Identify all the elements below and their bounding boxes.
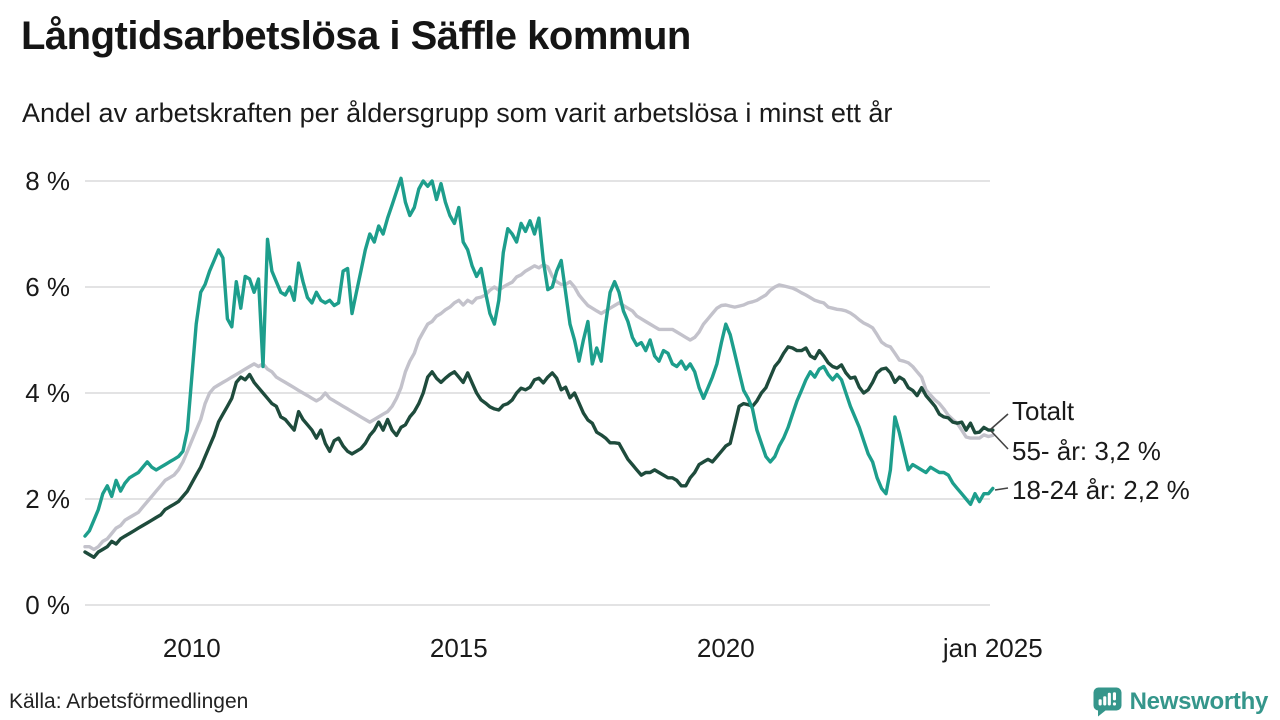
annotation-connector [990, 413, 1009, 430]
y-axis-tick-label: 2 % [25, 484, 70, 514]
annotation-55-ar: 55- år: 3,2 % [1012, 436, 1161, 466]
page-title: Långtidsarbetslösa i Säffle kommun [21, 14, 691, 58]
series-line-totalt [83, 345, 995, 559]
y-axis-tick-label: 4 % [25, 378, 70, 408]
annotation-totalt: Totalt [1012, 396, 1075, 426]
newsworthy-logo: Newsworthy [1092, 686, 1268, 717]
newsworthy-wordmark: Newsworthy [1129, 687, 1269, 715]
x-axis-tick-label: jan 2025 [942, 633, 1043, 663]
x-axis-tick-label: 2020 [697, 633, 755, 663]
source-note: Källa: Arbetsförmedlingen [9, 690, 249, 713]
y-axis-tick-label: 8 % [25, 166, 70, 196]
y-axis-tick-label: 6 % [25, 272, 70, 302]
chart-subtitle: Andel av arbetskraften per åldersgrupp s… [22, 98, 893, 128]
x-axis-tick-label: 2010 [163, 633, 221, 663]
series-line-18-24-r [83, 176, 995, 538]
x-axis-tick-label: 2015 [430, 633, 488, 663]
y-axis-tick-label: 0 % [25, 590, 70, 620]
annotation-connector [990, 430, 1009, 450]
annotation-18-24-ar: 18-24 år: 2,2 % [1012, 475, 1190, 505]
series-line-55-r [83, 263, 995, 552]
newsworthy-speech-bubble-icon [1093, 687, 1122, 717]
annotation-connector [994, 487, 1009, 491]
